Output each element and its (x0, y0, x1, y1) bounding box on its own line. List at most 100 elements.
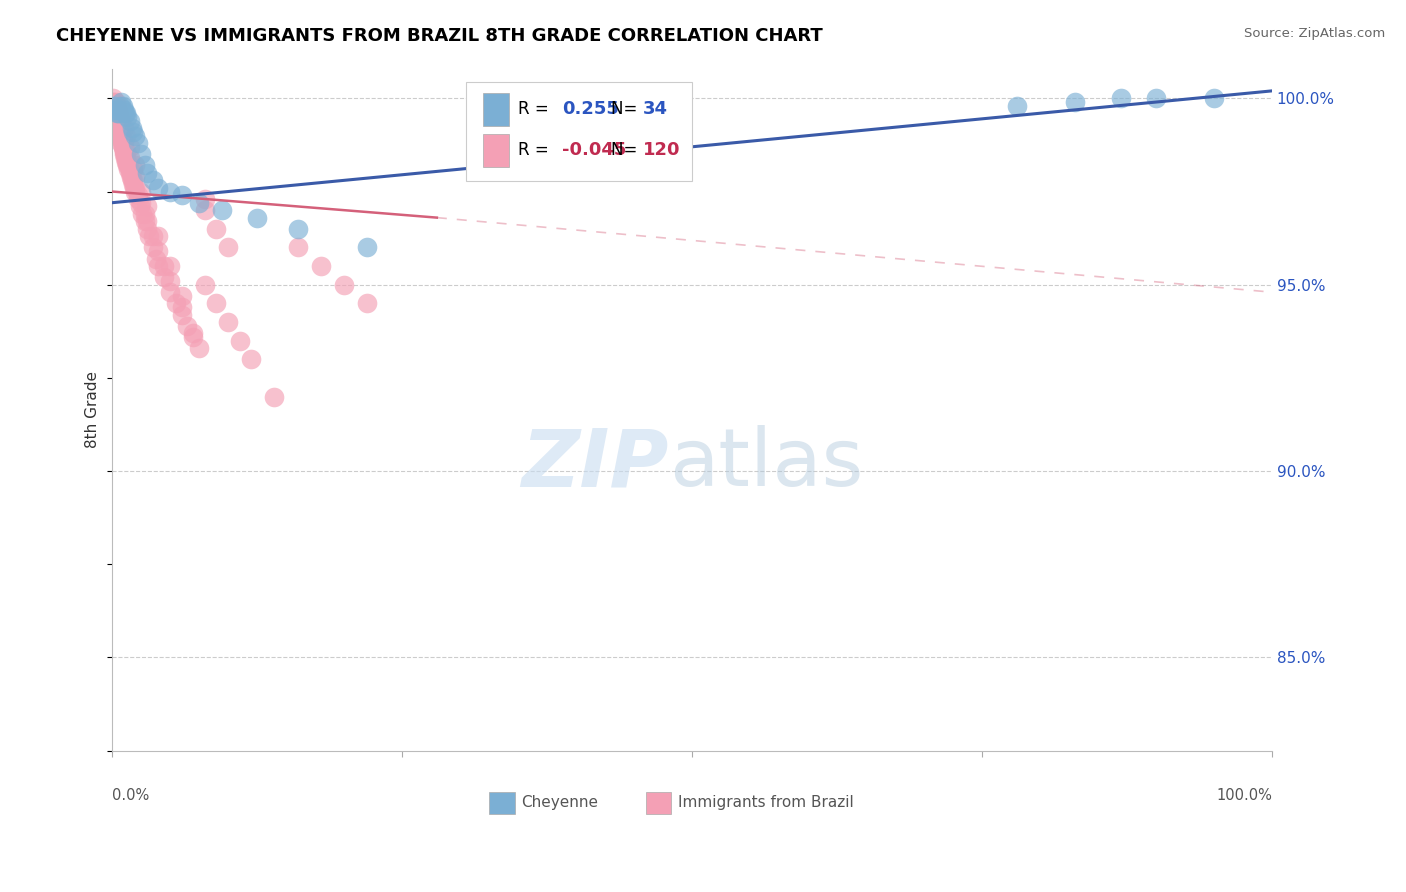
Point (112, 147, 135, 161)
Point (115, 128, 138, 143)
Point (111, 140, 134, 154)
Point (129, 195, 152, 210)
Point (1005, 99, 1028, 113)
Point (117, 162, 139, 177)
Text: N=: N= (610, 141, 643, 160)
Point (356, 240, 378, 254)
Point (105, 110, 128, 124)
Point (148, 259, 170, 273)
Point (127, 192, 149, 206)
Point (107, 118, 129, 132)
Point (129, 147, 152, 161)
Point (176, 318, 198, 333)
Point (112, 103, 135, 117)
Point (114, 147, 136, 161)
Point (114, 151, 136, 165)
Point (108, 118, 131, 132)
Point (108, 128, 131, 143)
Text: -0.045: -0.045 (562, 141, 627, 160)
Point (105, 113, 128, 128)
Point (110, 128, 132, 143)
Point (129, 199, 152, 213)
Point (110, 113, 132, 128)
Point (159, 185, 181, 199)
Point (124, 181, 146, 195)
Point (118, 166, 141, 180)
Point (181, 330, 204, 344)
Point (122, 173, 145, 187)
Point (108, 106, 131, 120)
Point (110, 95, 132, 109)
Point (115, 106, 138, 120)
Point (356, 296, 378, 310)
Point (104, 95, 127, 109)
Point (121, 173, 143, 187)
Text: 0.0%: 0.0% (112, 789, 149, 803)
Point (127, 188, 149, 202)
Point (118, 151, 141, 165)
Point (110, 125, 132, 139)
Point (105, 110, 128, 124)
Point (103, 99, 125, 113)
Point (142, 173, 165, 187)
Point (153, 259, 176, 273)
Point (135, 166, 157, 180)
Point (135, 199, 157, 213)
Point (159, 285, 181, 300)
Point (135, 222, 157, 236)
Point (115, 158, 138, 172)
Point (194, 203, 217, 218)
Point (124, 185, 146, 199)
Point (103, 106, 125, 120)
Point (104, 113, 127, 128)
Point (217, 240, 239, 254)
Point (108, 121, 131, 136)
Point (194, 192, 217, 206)
Point (110, 99, 132, 113)
Point (115, 110, 138, 124)
Point (118, 140, 141, 154)
Point (115, 154, 138, 169)
Point (122, 125, 145, 139)
Point (112, 121, 135, 136)
Point (148, 181, 170, 195)
Point (112, 144, 135, 158)
Point (131, 207, 153, 221)
Point (112, 144, 135, 158)
Text: Cheyenne: Cheyenne (522, 795, 599, 810)
Point (159, 274, 181, 288)
Point (118, 162, 141, 177)
Point (211, 203, 233, 218)
Point (124, 128, 146, 143)
Point (188, 195, 211, 210)
Point (112, 136, 135, 150)
Point (181, 326, 204, 341)
Point (124, 169, 146, 184)
Text: Source: ZipAtlas.com: Source: ZipAtlas.com (1244, 27, 1385, 40)
Point (117, 158, 139, 172)
Point (105, 118, 128, 132)
FancyBboxPatch shape (465, 82, 692, 181)
Point (110, 110, 132, 124)
Point (103, 95, 125, 109)
Point (104, 103, 127, 117)
Text: N=: N= (610, 101, 643, 119)
FancyBboxPatch shape (484, 93, 509, 126)
Point (205, 296, 228, 310)
Point (108, 103, 131, 117)
Point (120, 166, 142, 180)
Point (134, 158, 156, 172)
Point (165, 296, 187, 310)
Y-axis label: 8th Grade: 8th Grade (86, 371, 100, 448)
Point (110, 128, 132, 143)
Text: CHEYENNE VS IMMIGRANTS FROM BRAZIL 8TH GRADE CORRELATION CHART: CHEYENNE VS IMMIGRANTS FROM BRAZIL 8TH G… (56, 27, 823, 45)
Point (148, 244, 170, 259)
Point (153, 270, 176, 285)
FancyBboxPatch shape (484, 134, 509, 167)
Point (108, 121, 131, 136)
Point (110, 125, 132, 139)
Point (135, 214, 157, 228)
Point (170, 188, 193, 202)
Point (145, 252, 167, 266)
Point (287, 222, 309, 236)
